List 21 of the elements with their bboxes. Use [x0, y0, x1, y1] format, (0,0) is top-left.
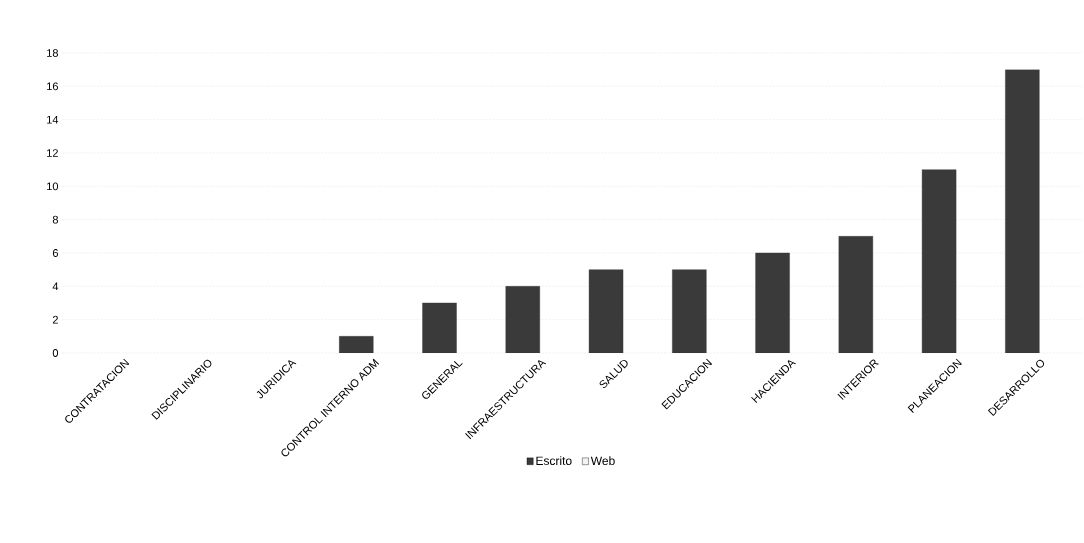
bar: [422, 302, 457, 353]
bar: [672, 269, 707, 353]
bar: [755, 252, 790, 353]
y-tick-label: 2: [52, 315, 58, 324]
bar: [1005, 69, 1040, 353]
legend-label: Web: [590, 456, 615, 465]
bar: [505, 286, 540, 353]
bar: [339, 336, 374, 353]
y-tick-label: 0: [52, 349, 59, 357]
bar: [588, 269, 624, 353]
y-tick-label: 12: [47, 149, 58, 157]
y-tick-label: 10: [47, 182, 59, 191]
y-tick-label: 18: [47, 49, 58, 57]
y-tick-label: 14: [47, 115, 59, 124]
bar: [921, 169, 957, 353]
y-tick-label: 8: [52, 215, 58, 224]
legend-label: Escrito: [536, 456, 572, 465]
y-tick-label: 6: [52, 249, 58, 257]
y-tick-label: 4: [52, 282, 59, 291]
y-tick-label: 16: [47, 82, 58, 91]
bar: [838, 236, 874, 353]
